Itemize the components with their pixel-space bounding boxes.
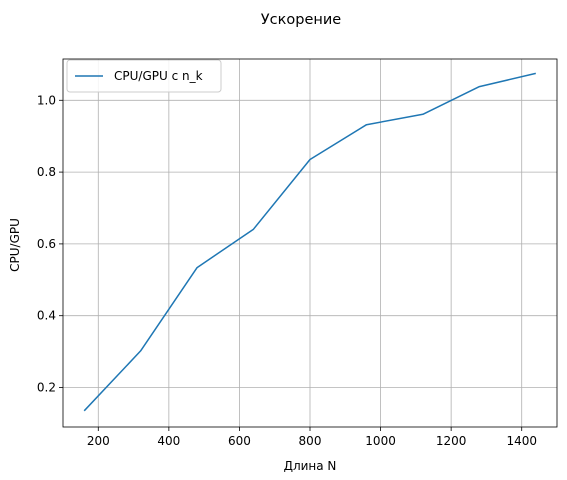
- x-tick-label: 200: [87, 434, 110, 448]
- y-tick-label: 1.0: [37, 93, 56, 107]
- x-tick-label: 800: [299, 434, 322, 448]
- y-tick-label: 0.2: [37, 381, 56, 395]
- legend-label: CPU/GPU с n_k: [114, 69, 203, 83]
- grid-lines: [63, 59, 557, 427]
- legend: CPU/GPU с n_k: [66, 59, 222, 93]
- y-tick-label: 0.4: [37, 309, 56, 323]
- x-tick-label: 600: [228, 434, 251, 448]
- y-axis: 0.2 0.4 0.6 0.8 1.0: [37, 93, 63, 395]
- y-tick-label: 0.8: [37, 165, 56, 179]
- series-line: [83, 72, 536, 412]
- x-tick-label: 1000: [365, 434, 396, 448]
- x-tick-label: 400: [157, 434, 180, 448]
- y-tick-label: 0.6: [37, 237, 56, 251]
- chart-title: Ускорение: [261, 12, 341, 28]
- series-layer: [83, 72, 536, 412]
- x-tick-label: 1400: [506, 434, 537, 448]
- x-axis: 200 400 600 800 1000 1200 1400: [87, 427, 537, 448]
- x-tick-label: 1200: [436, 434, 467, 448]
- y-axis-label: CPU/GPU: [8, 218, 22, 272]
- x-axis-label: Длина N: [284, 459, 337, 473]
- legend-box: [66, 59, 222, 93]
